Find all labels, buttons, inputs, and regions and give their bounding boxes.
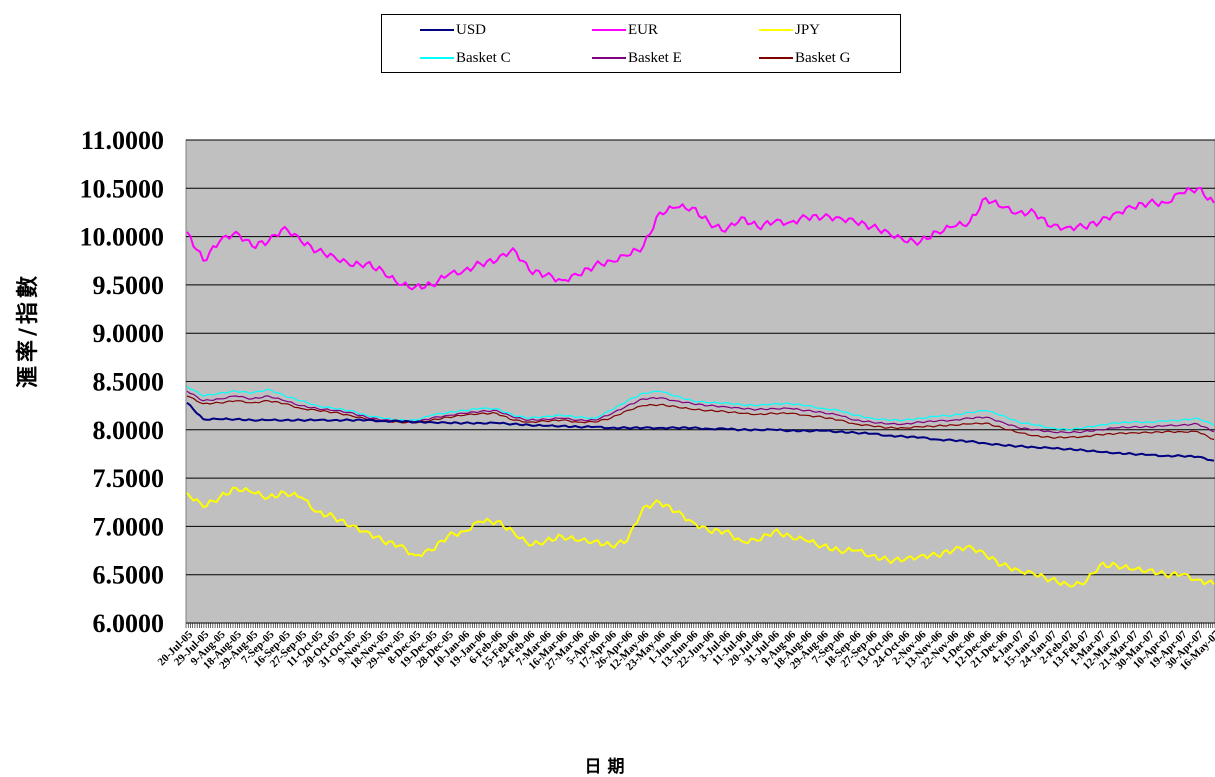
- series-line-jpy: [186, 486, 1215, 588]
- series-line-basket-c: [186, 385, 1215, 431]
- y-tick-label: 10.0000: [80, 223, 165, 252]
- legend-item-usd: USD: [420, 20, 486, 40]
- y-axis-ticks: 6.0000 6.5000 7.0000 7.5000 8.0000 8.5000 9.00…: [80, 126, 165, 638]
- legend-item-basket-g: Basket G: [759, 48, 850, 68]
- x-axis-label: 日期: [584, 757, 631, 777]
- legend-label: Basket G: [795, 49, 851, 66]
- y-tick-label: 7.0000: [93, 512, 165, 541]
- legend-swatch: [592, 29, 626, 31]
- y-tick-label: 6.5000: [93, 561, 165, 590]
- legend-swatch: [420, 57, 454, 59]
- series-lines: [186, 186, 1215, 588]
- y-tick-label: 9.5000: [93, 271, 165, 300]
- series-line-basket-e: [186, 390, 1215, 434]
- legend-label: EUR: [628, 21, 658, 38]
- x-axis-ticks: 20-Jul-0529-Jul-059-Aug-0518-Aug-0529-Au…: [156, 623, 1215, 673]
- legend-swatch: [759, 57, 793, 59]
- legend-item-eur: EUR: [592, 20, 658, 40]
- legend-label: JPY: [795, 21, 821, 38]
- y-tick-label: 9.0000: [93, 319, 165, 348]
- legend-swatch: [420, 29, 454, 31]
- y-tick-label: 6.0000: [93, 609, 165, 638]
- y-axis-label: 滙率/指數: [6, 240, 46, 420]
- legend-label: Basket E: [628, 49, 682, 66]
- y-axis-label-text: 滙率/指數: [16, 271, 42, 389]
- series-line-usd: [186, 402, 1215, 462]
- legend-label: Basket C: [456, 49, 511, 66]
- series-line-basket-g: [186, 395, 1215, 441]
- legend-label: USD: [456, 21, 487, 38]
- legend-item-basket-c: Basket C: [420, 48, 511, 68]
- y-tick-label: 7.5000: [93, 464, 165, 493]
- legend-swatch: [592, 57, 626, 59]
- legend: USD EUR JPY Basket C Basket E Basket G: [381, 14, 901, 73]
- legend-item-basket-e: Basket E: [592, 48, 682, 68]
- y-tick-label: 8.0000: [93, 416, 165, 445]
- legend-item-jpy: JPY: [759, 20, 820, 40]
- series-line-eur: [186, 186, 1215, 291]
- legend-swatch: [759, 29, 793, 31]
- y-tick-label: 11.0000: [81, 126, 164, 155]
- y-tick-label: 10.5000: [80, 174, 165, 203]
- y-tick-label: 8.5000: [93, 368, 165, 397]
